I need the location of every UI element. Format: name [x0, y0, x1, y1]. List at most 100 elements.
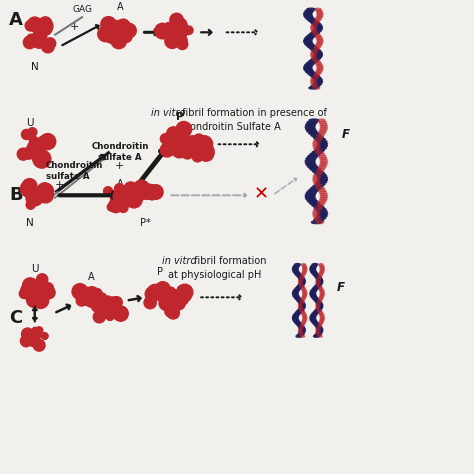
Circle shape: [101, 309, 110, 318]
Ellipse shape: [298, 301, 304, 303]
Ellipse shape: [317, 41, 323, 43]
Text: Chondroitin
sulfate A: Chondroitin sulfate A: [91, 142, 148, 162]
Ellipse shape: [311, 85, 319, 87]
Circle shape: [86, 297, 96, 307]
Ellipse shape: [306, 164, 316, 166]
Circle shape: [106, 313, 114, 320]
Ellipse shape: [318, 212, 328, 215]
Ellipse shape: [310, 319, 316, 321]
Circle shape: [31, 148, 40, 157]
Ellipse shape: [320, 157, 327, 160]
Circle shape: [171, 295, 185, 310]
Ellipse shape: [316, 309, 321, 310]
Ellipse shape: [317, 328, 323, 330]
Ellipse shape: [294, 320, 300, 322]
Ellipse shape: [310, 316, 316, 318]
Ellipse shape: [316, 151, 323, 154]
Ellipse shape: [319, 130, 327, 132]
Ellipse shape: [301, 322, 305, 324]
Ellipse shape: [308, 166, 318, 168]
Ellipse shape: [318, 176, 328, 179]
Ellipse shape: [318, 119, 325, 122]
Circle shape: [27, 17, 42, 31]
Circle shape: [43, 287, 55, 299]
Circle shape: [177, 39, 188, 50]
Ellipse shape: [314, 74, 319, 76]
Ellipse shape: [315, 35, 321, 36]
Ellipse shape: [300, 334, 304, 336]
Ellipse shape: [314, 208, 321, 211]
Circle shape: [176, 121, 191, 137]
Ellipse shape: [317, 332, 321, 334]
Circle shape: [192, 143, 201, 152]
Circle shape: [102, 302, 115, 315]
Ellipse shape: [313, 311, 319, 313]
Ellipse shape: [313, 176, 320, 179]
Text: GAG: GAG: [72, 5, 92, 14]
Ellipse shape: [301, 335, 305, 337]
Circle shape: [107, 203, 115, 211]
Ellipse shape: [302, 270, 307, 272]
Text: F: F: [342, 128, 350, 141]
Circle shape: [101, 17, 116, 32]
Ellipse shape: [300, 280, 305, 282]
Ellipse shape: [312, 57, 318, 60]
Circle shape: [147, 190, 157, 200]
Ellipse shape: [299, 326, 304, 328]
Ellipse shape: [316, 304, 320, 306]
Ellipse shape: [315, 72, 321, 74]
Circle shape: [138, 185, 152, 198]
Circle shape: [141, 185, 149, 193]
Circle shape: [106, 33, 117, 43]
Circle shape: [156, 288, 165, 297]
Circle shape: [134, 186, 148, 200]
Ellipse shape: [304, 41, 312, 43]
Circle shape: [37, 143, 46, 151]
Text: fibril formation: fibril formation: [191, 256, 266, 266]
Ellipse shape: [311, 134, 321, 137]
Ellipse shape: [300, 300, 304, 301]
Ellipse shape: [301, 264, 306, 265]
Circle shape: [155, 23, 170, 39]
Ellipse shape: [299, 279, 305, 281]
Ellipse shape: [305, 195, 315, 198]
Ellipse shape: [313, 29, 321, 32]
Ellipse shape: [304, 13, 312, 15]
Ellipse shape: [313, 210, 320, 213]
Circle shape: [182, 147, 193, 159]
Circle shape: [37, 24, 48, 35]
Circle shape: [170, 13, 183, 27]
Ellipse shape: [305, 43, 313, 45]
Ellipse shape: [317, 305, 323, 307]
Circle shape: [111, 20, 121, 30]
Ellipse shape: [313, 145, 320, 147]
Ellipse shape: [316, 71, 322, 73]
Ellipse shape: [314, 26, 322, 28]
Ellipse shape: [316, 329, 320, 331]
Circle shape: [29, 337, 38, 346]
Ellipse shape: [297, 310, 303, 312]
Circle shape: [176, 293, 189, 305]
Ellipse shape: [310, 314, 316, 316]
Circle shape: [117, 195, 130, 208]
Circle shape: [139, 186, 149, 196]
Ellipse shape: [300, 282, 305, 283]
Ellipse shape: [319, 155, 326, 158]
Circle shape: [26, 201, 35, 209]
Ellipse shape: [299, 304, 302, 306]
Circle shape: [28, 147, 40, 159]
Text: U: U: [27, 118, 34, 128]
Ellipse shape: [318, 335, 322, 337]
Ellipse shape: [319, 296, 323, 299]
Ellipse shape: [315, 172, 325, 175]
Ellipse shape: [319, 322, 323, 324]
Circle shape: [162, 288, 178, 304]
Ellipse shape: [319, 273, 323, 274]
Ellipse shape: [312, 151, 322, 154]
Circle shape: [113, 190, 127, 203]
Circle shape: [192, 151, 203, 162]
Ellipse shape: [312, 57, 320, 60]
Ellipse shape: [313, 212, 320, 215]
Circle shape: [23, 278, 37, 293]
Ellipse shape: [296, 274, 301, 276]
